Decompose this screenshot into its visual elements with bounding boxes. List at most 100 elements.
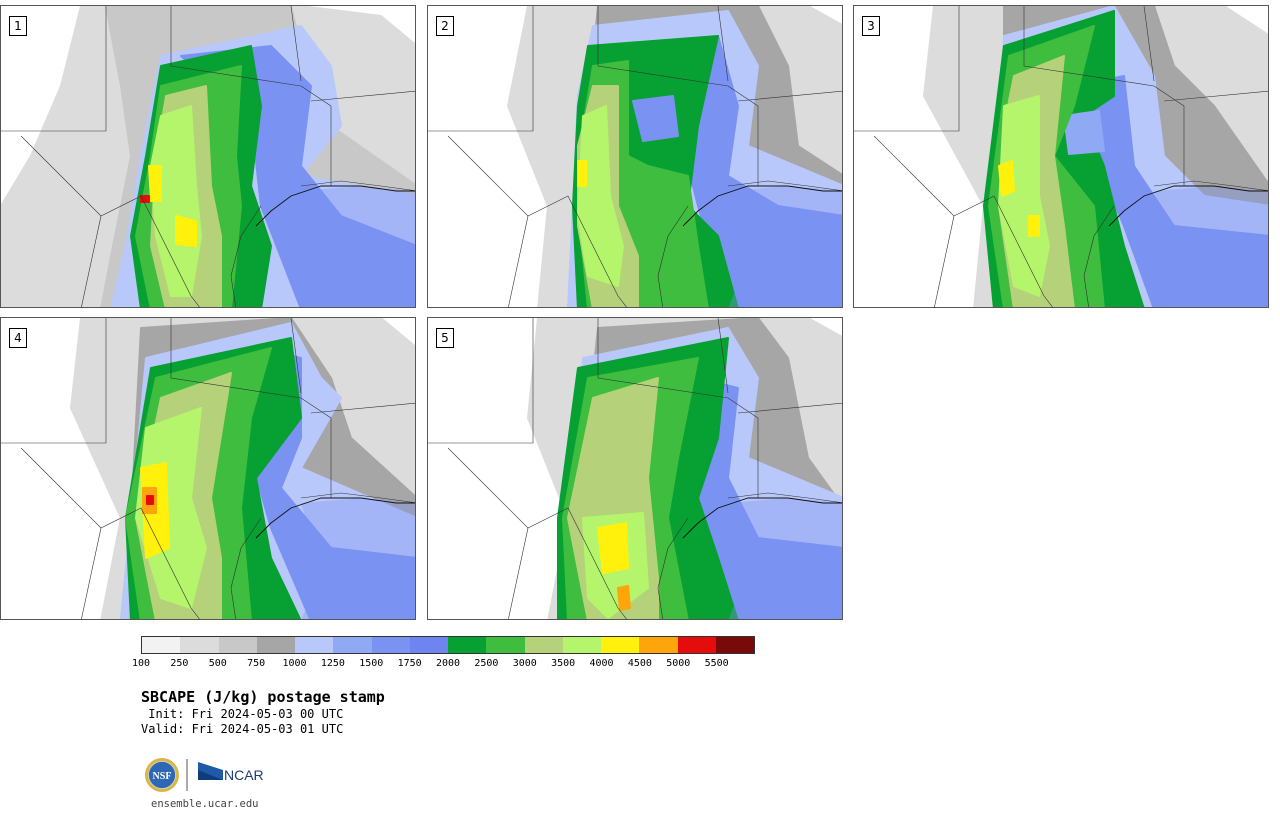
coastline [682, 497, 842, 539]
sbcape-field [507, 6, 842, 307]
colorbar-swatch [524, 637, 563, 653]
border-line [1153, 180, 1268, 192]
border-line [230, 517, 262, 619]
init-time: Init: Fri 2024-05-03 00 UTC [141, 707, 344, 721]
state-borders [428, 6, 842, 307]
sbcape-colorbar [141, 636, 755, 654]
sbcape-map-4 [1, 318, 415, 619]
sbcape-contour [1028, 215, 1040, 237]
colorbar-swatch [639, 637, 678, 653]
sbcape-contour [998, 160, 1015, 197]
colorbar-tick: 1500 [359, 658, 384, 669]
border-line [1163, 90, 1268, 102]
border-line [428, 6, 534, 132]
coastline [255, 185, 415, 227]
website-url: ensemble.ucar.edu [151, 798, 259, 810]
gulf-shading [728, 498, 842, 619]
border-line [290, 318, 302, 394]
border-line [717, 318, 729, 394]
border-line [657, 205, 689, 307]
sbcape-map-1 [1, 6, 415, 307]
border-line [508, 527, 529, 619]
sbcape-contour [1063, 110, 1105, 155]
sbcape-field [527, 318, 842, 619]
sbcape-contour [180, 45, 415, 307]
border-line [447, 135, 627, 307]
ensemble-member-1-map: 1 [0, 5, 416, 308]
colorbar-tick: 2500 [474, 658, 499, 669]
border-line [737, 402, 842, 414]
border-line [1023, 6, 1185, 107]
state-borders [428, 318, 842, 619]
colorbar-tick: 3500 [551, 658, 576, 669]
sbcape-field [70, 318, 415, 619]
sbcape-contour [146, 495, 154, 505]
valid-time: Valid: Fri 2024-05-03 01 UTC [141, 722, 344, 736]
border-line [508, 215, 529, 307]
colorbar-swatch [448, 637, 487, 653]
colorbar-swatch [295, 637, 334, 653]
nsf-logo: NSF [145, 758, 179, 792]
border-line [310, 90, 415, 102]
colorbar-tick: 100 [131, 658, 151, 669]
colorbar-tick: 250 [170, 658, 189, 669]
border-line [727, 180, 842, 192]
border-line [934, 215, 955, 307]
gulf-shading [301, 186, 415, 307]
gulf-shading [1154, 186, 1268, 307]
border-line [854, 6, 960, 132]
colorbar-tick: 1750 [397, 658, 422, 669]
colorbar-tick: 4000 [589, 658, 614, 669]
colorbar-tick: 1000 [282, 658, 307, 669]
sbcape-map-5 [428, 318, 842, 619]
sbcape-contour [597, 522, 629, 574]
sbcape-contour [577, 160, 587, 187]
colorbar-tick: 2000 [435, 658, 461, 669]
border-line [230, 205, 262, 307]
member-label-2: 2 [436, 16, 454, 36]
sbcape-contour [998, 95, 1050, 297]
border-line [290, 6, 302, 82]
colorbar-tick: 4500 [627, 658, 652, 669]
border-line [170, 6, 332, 107]
border-line [20, 135, 200, 307]
member-label-3: 3 [862, 16, 880, 36]
logos: NSF NCAR [143, 756, 278, 794]
border-line [737, 90, 842, 102]
sbcape-field [923, 6, 1268, 307]
border-line [727, 492, 842, 504]
border-line [657, 517, 689, 619]
ensemble-member-2-map: 2 [427, 5, 843, 308]
nsf-logo-text: NSF [153, 771, 172, 782]
border-line [20, 447, 200, 619]
sbcape-map-3 [854, 6, 1268, 307]
colorbar-tick: 5500 [704, 658, 729, 669]
colorbar-swatch [256, 637, 295, 653]
border-line [300, 180, 415, 192]
sbcape-contour [577, 105, 624, 287]
state-borders [854, 6, 1268, 307]
sbcape-contour [148, 165, 162, 202]
border-line [873, 135, 1053, 307]
colorbar-swatch [486, 637, 525, 653]
sbcape-map-2 [428, 6, 842, 307]
coastline [682, 185, 842, 227]
border-line [81, 215, 102, 307]
sbcape-field [1, 6, 415, 307]
gulf-shading [728, 186, 842, 307]
border-line [1, 6, 107, 132]
colorbar-swatch [180, 637, 219, 653]
colorbar-tick: 5000 [666, 658, 691, 669]
sbcape-contour [632, 95, 679, 142]
colorbar-swatch [715, 637, 754, 653]
colorbar-swatch [371, 637, 410, 653]
ncar-logo-text: NCAR [224, 767, 264, 783]
colorbar-tick: 750 [247, 658, 266, 669]
border-line [717, 6, 729, 82]
gulf-shading [301, 498, 415, 619]
colorbar-swatch [142, 637, 181, 653]
sbcape-contour [175, 215, 197, 247]
border-line [597, 318, 759, 419]
member-label-1: 1 [9, 16, 27, 36]
ensemble-member-5-map: 5 [427, 317, 843, 620]
